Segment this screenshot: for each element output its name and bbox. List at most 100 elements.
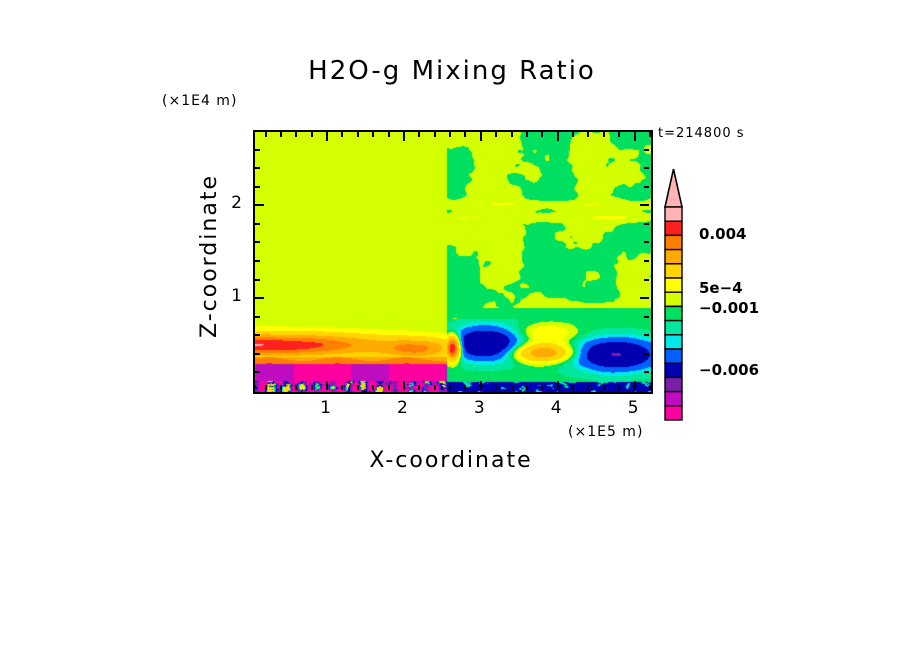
y-tick — [255, 334, 260, 337]
time-annotation: t=214800 s — [658, 126, 745, 141]
y-tick — [255, 185, 260, 188]
y-tick — [644, 167, 649, 170]
colorbar-band — [664, 206, 683, 222]
x-tick — [264, 385, 267, 390]
colorbar-band — [664, 405, 683, 421]
x-tick — [618, 385, 621, 390]
y-tick — [255, 352, 260, 355]
colorbar-swatches — [664, 168, 683, 421]
colorbar-tick-label: 5e−4 — [699, 279, 743, 297]
x-tick — [449, 385, 452, 390]
y-tick — [255, 241, 260, 244]
z-axis-unit-label: (×1E4 m) — [162, 93, 238, 109]
x-tick — [356, 385, 359, 390]
y-axis-title: Z-coordinate — [197, 174, 222, 338]
y-tick — [644, 352, 649, 355]
colorbar-band — [664, 319, 683, 336]
x-tick — [479, 381, 482, 390]
x-tick — [587, 132, 590, 137]
x-tick — [618, 132, 621, 137]
y-tick — [644, 241, 649, 244]
x-tick — [525, 132, 528, 137]
y-tick — [644, 260, 649, 262]
x-tick-label: 2 — [397, 398, 409, 418]
x-tick — [418, 385, 421, 390]
contour-plot-area — [253, 130, 653, 394]
x-tick — [495, 132, 498, 137]
x-tick-label: 4 — [550, 398, 563, 418]
y-tick — [255, 315, 260, 318]
colorbar-band — [664, 305, 683, 322]
y-tick — [644, 371, 649, 374]
y-tick — [644, 185, 649, 188]
y-tick — [644, 130, 649, 132]
x-tick-label: 1 — [320, 398, 332, 418]
x-axis-unit-label: (×1E5 m) — [568, 424, 644, 440]
y-tick — [255, 278, 260, 281]
colorbar-band — [664, 234, 683, 251]
x-tick — [495, 385, 498, 390]
colorbar-band — [664, 390, 683, 407]
colorbar-band — [664, 277, 683, 293]
x-tick — [387, 385, 390, 390]
y-tick-label: 2 — [231, 193, 243, 214]
x-tick — [418, 132, 421, 137]
colorbar-band — [664, 348, 683, 364]
x-tick — [295, 132, 298, 137]
x-tick — [387, 132, 390, 137]
y-tick — [640, 204, 649, 207]
x-tick — [572, 132, 575, 137]
colorbar-band — [664, 220, 683, 237]
x-tick — [433, 132, 436, 137]
x-tick — [556, 132, 559, 141]
colorbar: 0.004 5e−4 −0.001 −0.006 — [664, 168, 759, 421]
x-tick — [326, 381, 329, 390]
colorbar-band — [664, 263, 683, 279]
x-tick — [633, 132, 636, 141]
y-tick — [644, 315, 649, 318]
x-tick — [310, 385, 313, 390]
x-tick — [510, 132, 513, 137]
x-tick — [310, 132, 313, 137]
y-tick — [255, 371, 260, 374]
y-tick — [255, 204, 264, 207]
x-tick — [464, 385, 467, 390]
colorbar-tick-label: −0.006 — [699, 361, 760, 379]
x-tick — [402, 381, 405, 390]
x-tick — [264, 132, 267, 137]
x-tick — [587, 385, 590, 390]
y-tick — [255, 260, 260, 262]
x-tick — [449, 132, 452, 137]
colorbar-band — [664, 334, 683, 350]
colorbar-band — [664, 291, 683, 308]
x-tick — [541, 385, 544, 390]
x-tick — [341, 385, 344, 390]
y-tick — [255, 167, 260, 170]
page-title: H2O-g Mixing Ratio — [308, 56, 596, 86]
y-tick — [640, 297, 649, 300]
x-tick — [341, 132, 344, 137]
y-tick-label: 1 — [231, 286, 243, 307]
x-tick — [402, 132, 405, 141]
colorbar-band — [664, 376, 683, 393]
x-tick — [633, 381, 636, 390]
y-tick — [644, 222, 649, 225]
x-tick — [649, 132, 651, 137]
y-tick — [255, 130, 260, 132]
x-axis-title: X-coordinate — [369, 448, 533, 473]
colorbar-tick-label: 0.004 — [699, 225, 747, 243]
x-tick — [541, 132, 544, 137]
x-tick — [326, 132, 329, 141]
y-tick — [255, 222, 260, 225]
x-tick — [279, 132, 282, 137]
y-tick — [644, 278, 649, 281]
x-tick — [556, 381, 559, 390]
x-tick — [572, 385, 575, 390]
colorbar-band — [664, 362, 683, 379]
x-tick — [356, 132, 359, 137]
y-tick — [644, 148, 649, 151]
x-tick — [295, 385, 298, 390]
x-tick — [649, 385, 651, 390]
colorbar-tick-label: −0.001 — [699, 299, 760, 317]
